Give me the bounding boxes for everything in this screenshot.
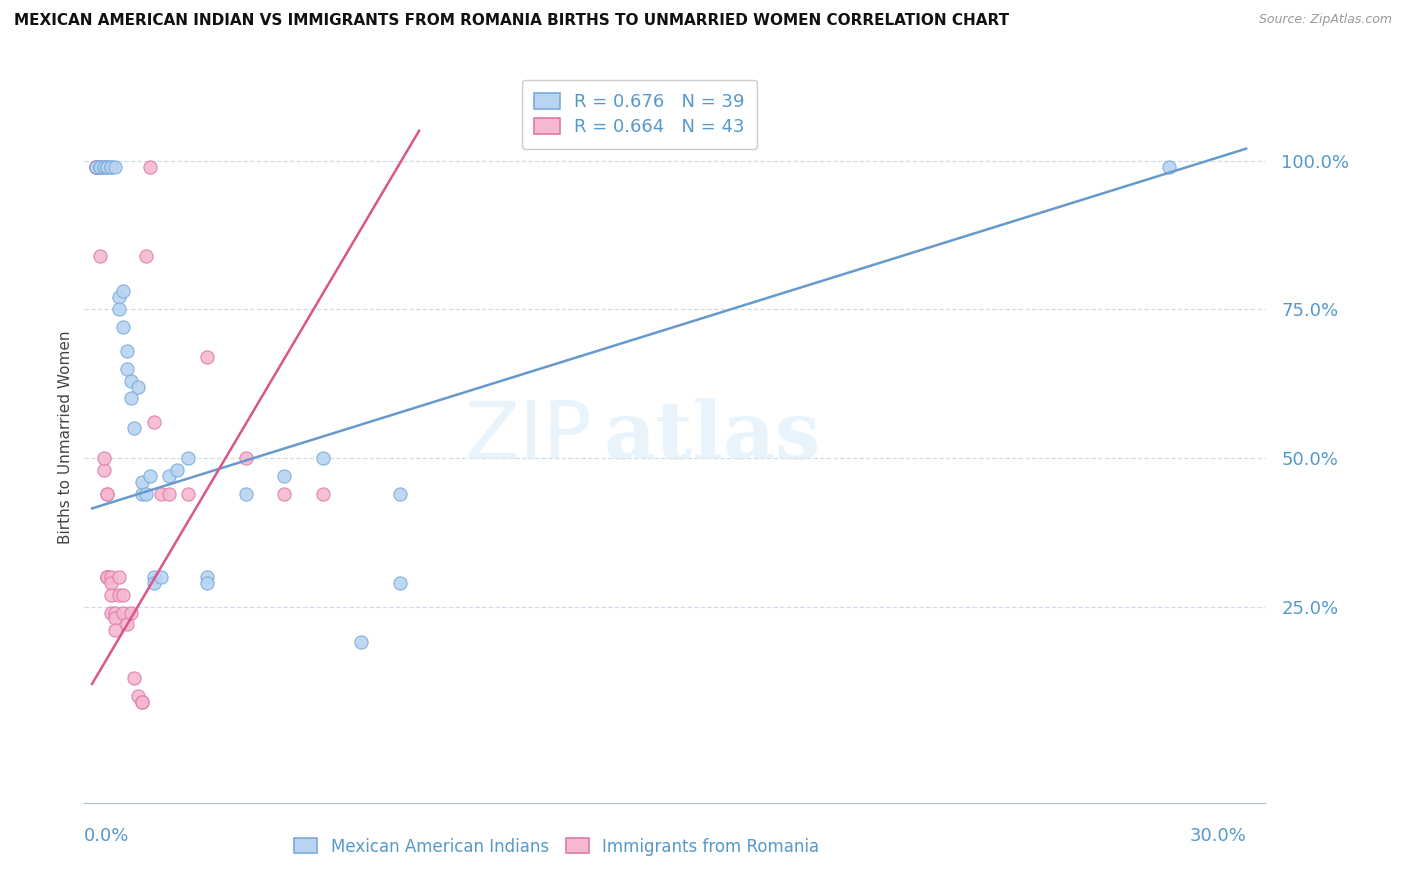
Point (1159, 160, 1181, 174)
Point (93, 160, 115, 174)
Point (89, 160, 111, 174)
Point (131, 695, 153, 709)
Point (100, 160, 122, 174)
Point (84, 160, 107, 174)
Point (100, 160, 122, 174)
Legend: Mexican American Indians, Immigrants from Romania: Mexican American Indians, Immigrants fro… (285, 830, 828, 864)
Point (100, 606, 122, 620)
Point (96, 160, 118, 174)
Point (131, 475, 153, 489)
Point (273, 468, 295, 483)
Point (388, 575, 411, 590)
Point (96, 486, 118, 500)
Point (127, 379, 149, 393)
Text: Source: ZipAtlas.com: Source: ZipAtlas.com (1258, 13, 1392, 27)
Point (120, 374, 142, 388)
Point (131, 695, 153, 709)
Point (96, 160, 118, 174)
Text: MEXICAN AMERICAN INDIAN VS IMMIGRANTS FROM ROMANIA BIRTHS TO UNMARRIED WOMEN COR: MEXICAN AMERICAN INDIAN VS IMMIGRANTS FR… (14, 13, 1010, 29)
Point (104, 606, 127, 620)
Point (89, 160, 111, 174)
Point (111, 285, 134, 299)
Point (84, 160, 107, 174)
Text: 30.0%: 30.0% (1189, 827, 1246, 845)
Point (235, 450, 257, 465)
Point (96, 570, 118, 584)
Point (124, 671, 146, 685)
Point (111, 606, 134, 620)
Point (100, 588, 122, 602)
Point (93, 463, 115, 477)
Point (131, 486, 153, 500)
Point (273, 486, 295, 500)
Point (84, 160, 107, 174)
Point (142, 415, 165, 429)
Point (177, 486, 200, 500)
Point (104, 160, 127, 174)
Point (350, 635, 373, 649)
Point (84, 160, 107, 174)
Point (111, 588, 134, 602)
Point (120, 392, 142, 406)
Point (124, 421, 146, 435)
Point (96, 570, 118, 584)
Point (115, 361, 138, 376)
Y-axis label: Births to Unmarried Women: Births to Unmarried Women (58, 330, 73, 544)
Point (197, 570, 219, 584)
Point (139, 160, 162, 174)
Point (142, 570, 165, 584)
Point (108, 588, 131, 602)
Point (197, 575, 219, 590)
Text: 0.0%: 0.0% (84, 827, 129, 845)
Point (166, 463, 188, 477)
Point (96, 570, 118, 584)
Point (93, 450, 115, 465)
Point (84, 160, 107, 174)
Point (115, 617, 138, 632)
Point (108, 290, 131, 304)
Point (93, 160, 115, 174)
Text: ZIP: ZIP (465, 398, 592, 476)
Point (96, 486, 118, 500)
Point (157, 486, 180, 500)
Point (120, 606, 142, 620)
Point (108, 570, 131, 584)
Point (142, 575, 165, 590)
Point (312, 450, 335, 465)
Point (139, 468, 162, 483)
Point (388, 486, 411, 500)
Point (115, 343, 138, 358)
Point (111, 320, 134, 334)
Point (89, 160, 111, 174)
Point (100, 570, 122, 584)
Point (235, 486, 257, 500)
Point (177, 450, 200, 465)
Point (312, 486, 335, 500)
Text: atlas: atlas (605, 398, 821, 476)
Point (150, 486, 173, 500)
Point (150, 570, 173, 584)
Point (104, 611, 127, 625)
Point (108, 302, 131, 317)
Point (197, 350, 219, 364)
Point (104, 624, 127, 638)
Point (157, 468, 180, 483)
Point (135, 249, 157, 263)
Point (84, 160, 107, 174)
Point (89, 160, 111, 174)
Point (100, 575, 122, 590)
Point (89, 249, 111, 263)
Point (127, 689, 149, 703)
Point (84, 160, 107, 174)
Point (135, 486, 157, 500)
